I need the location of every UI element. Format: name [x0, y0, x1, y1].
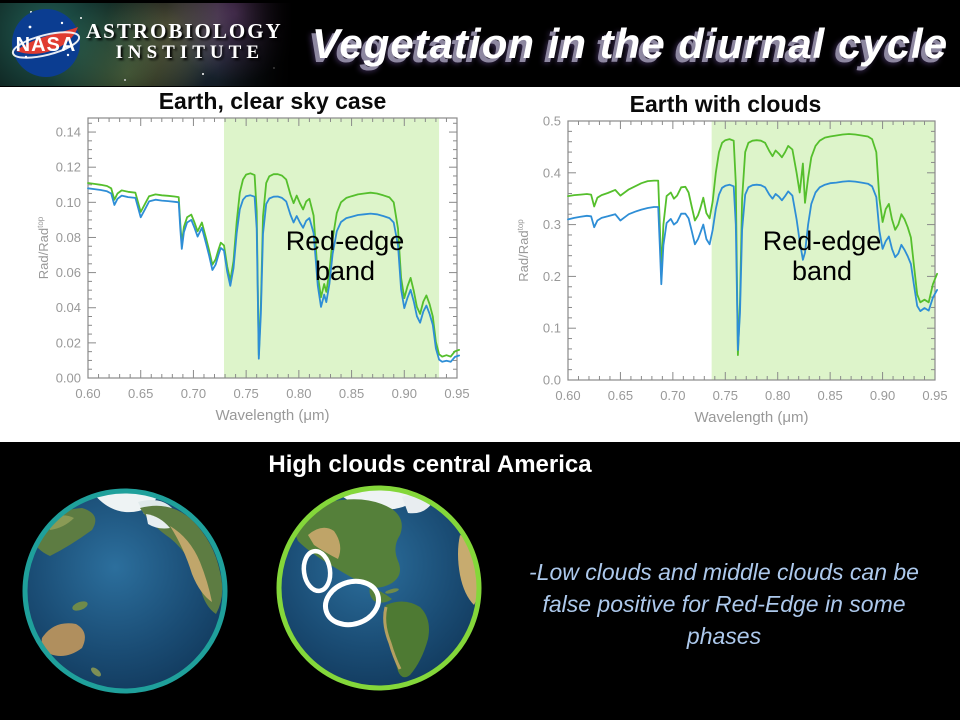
svg-text:0.14: 0.14: [56, 125, 81, 140]
siberia: [32, 508, 96, 556]
earth-pacific-image: [22, 488, 228, 694]
nasa-orbit-ellipse: [11, 31, 81, 59]
svg-text:0.60: 0.60: [75, 386, 100, 401]
chart-earth-with-clouds: 0.60 0.65 0.70 0.75 0.80 0.85 0.90 0.95 0.0 0.1 0.…: [516, 91, 948, 426]
globe-border-ring: [276, 485, 482, 691]
red-edge-annotation-right: Red-edge band: [717, 226, 927, 286]
svg-text:0.70: 0.70: [181, 386, 206, 401]
note-line-1: -Low clouds and middle clouds can be: [529, 559, 919, 585]
svg-text:0.1: 0.1: [543, 321, 561, 336]
nasa-logo-icon: NASA: [11, 9, 81, 77]
svg-text:0.00: 0.00: [56, 371, 81, 386]
svg-text:0.02: 0.02: [56, 335, 81, 350]
svg-text:Earth, clear sky case: Earth, clear sky case: [159, 88, 387, 114]
svg-text:0.04: 0.04: [56, 300, 81, 315]
astrobiology-institute-wordmark: ASTROBIOLOGY INSTITUTE: [86, 19, 283, 64]
svg-text:0.0: 0.0: [543, 373, 561, 388]
svg-text:0.10: 0.10: [56, 195, 81, 210]
red-edge-line2: band: [791, 256, 853, 286]
bottom-heading: High clouds central America: [268, 451, 592, 478]
globe-border-ring: [22, 488, 228, 694]
svg-text:0.80: 0.80: [286, 386, 311, 401]
banner-line-astrobiology: ASTROBIOLOGY: [86, 19, 283, 43]
slide-title: Vegetation in the diurnal cycle: [311, 20, 949, 67]
svg-text:0.5: 0.5: [543, 114, 561, 129]
svg-text:0.95: 0.95: [922, 388, 947, 403]
svg-text:0.06: 0.06: [56, 265, 81, 280]
svg-text:Earth with clouds: Earth with clouds: [630, 91, 822, 117]
svg-text:0.70: 0.70: [660, 388, 685, 403]
annotation-ellipse-central-america: [323, 578, 381, 628]
nasa-red-swoosh: [16, 27, 78, 54]
note-line-3: phases: [686, 623, 762, 649]
svg-text:0.95: 0.95: [444, 386, 469, 401]
red-edge-line1: Red-edge: [285, 226, 405, 256]
svg-text:0.4: 0.4: [543, 165, 561, 180]
svg-text:0.90: 0.90: [870, 388, 895, 403]
australia: [41, 623, 85, 656]
svg-text:Wavelength (μm): Wavelength (μm): [216, 407, 330, 424]
svg-text:0.08: 0.08: [56, 230, 81, 245]
series-blue-spectrum: [567, 180, 939, 351]
svg-text:0.2: 0.2: [543, 269, 561, 284]
svg-text:0.65: 0.65: [128, 386, 153, 401]
svg-text:0.85: 0.85: [817, 388, 842, 403]
series-blue-spectrum: [87, 187, 461, 363]
series-green-spectrum: [567, 133, 939, 357]
red-edge-line1: Red-edge: [762, 226, 882, 256]
chart-earth-clear-sky: 0.60 0.65 0.70 0.75 0.80 0.85 0.90 0.95 0.00 0.02…: [36, 88, 470, 424]
annotation-ellipse-west-coast: [301, 548, 333, 594]
landmasses: [32, 492, 223, 677]
svg-text:0.3: 0.3: [543, 217, 561, 232]
svg-text:0.12: 0.12: [56, 160, 81, 175]
nasa-logo-text: NASA: [16, 34, 77, 56]
note-line-2: false positive for Red-Edge in some: [542, 591, 906, 617]
svg-text:Wavelength (μm): Wavelength (μm): [695, 409, 809, 426]
svg-text:0.85: 0.85: [339, 386, 364, 401]
svg-text:0.90: 0.90: [392, 386, 417, 401]
svg-text:0.75: 0.75: [233, 386, 258, 401]
svg-text:Rad/Radtop: Rad/Radtop: [516, 219, 531, 282]
north-america: [294, 499, 402, 588]
earth-americas-image: [276, 485, 482, 691]
clouds-false-positive-note: -Low clouds and middle clouds can be fal…: [500, 556, 948, 652]
series-green-spectrum: [87, 172, 461, 358]
banner-line-institute: INSTITUTE: [115, 42, 264, 63]
svg-text:0.80: 0.80: [765, 388, 790, 403]
svg-text:0.60: 0.60: [555, 388, 580, 403]
svg-text:Rad/Radtop: Rad/Radtop: [36, 216, 51, 279]
red-edge-line2: band: [314, 256, 376, 286]
red-edge-annotation-left: Red-edge band: [240, 226, 450, 286]
svg-text:0.65: 0.65: [608, 388, 633, 403]
svg-text:0.75: 0.75: [713, 388, 738, 403]
